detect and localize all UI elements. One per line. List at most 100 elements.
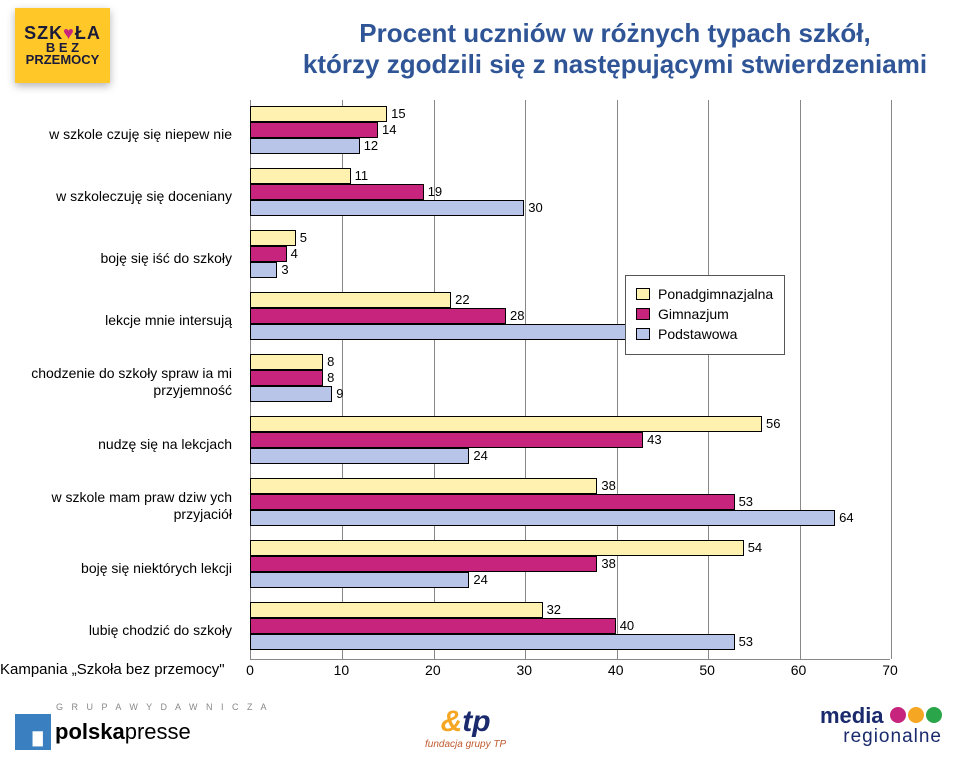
bar-value-label: 30 xyxy=(528,200,542,215)
legend-label: Ponadgimnazjalna xyxy=(658,286,773,302)
bar-group: lekcje mnie intersują222846 xyxy=(250,290,890,350)
logo-line3: PRZEMOCY xyxy=(26,54,100,66)
bar-value-label: 28 xyxy=(510,308,524,323)
tp-logo: &tp fundacja grupy TP xyxy=(425,705,506,750)
bar-value-label: 64 xyxy=(839,510,853,525)
tp-text: tp xyxy=(462,705,490,738)
category-label: w szkoleczuję się doceniany xyxy=(10,166,240,226)
dot-icon xyxy=(890,707,906,723)
bar-group: chodzenie do szkoły spraw ia mi przyjemn… xyxy=(250,352,890,412)
bar-value-label: 5 xyxy=(300,230,307,245)
legend-label: Podstawowa xyxy=(658,326,737,342)
bar xyxy=(250,386,332,402)
bar-value-label: 32 xyxy=(547,602,561,617)
polskapresse-icon: ▗ xyxy=(15,714,51,750)
bar xyxy=(250,572,469,588)
category-label: boję się iść do szkoły xyxy=(10,228,240,288)
bar-group: w szkole mam praw dziw ych przyjaciół385… xyxy=(250,476,890,536)
category-label: boję się niektórych lekcji xyxy=(10,538,240,598)
polskapresse-logo: ▗ polskapresse xyxy=(15,714,191,750)
gridline xyxy=(891,100,892,659)
bar xyxy=(250,292,451,308)
bar-value-label: 8 xyxy=(327,370,334,385)
bar xyxy=(250,122,378,138)
bar-value-label: 56 xyxy=(766,416,780,431)
bar-value-label: 53 xyxy=(739,634,753,649)
category-label: nudzę się na lekcjach xyxy=(10,414,240,474)
bar-value-label: 38 xyxy=(601,556,615,571)
legend-item: Podstawowa xyxy=(636,326,774,342)
bar-value-label: 38 xyxy=(601,478,615,493)
bar-value-label: 43 xyxy=(647,432,661,447)
bar xyxy=(250,540,744,556)
bar-value-label: 8 xyxy=(327,354,334,369)
bar xyxy=(250,354,323,370)
grupa-wydawnicza-label: G R U P A W Y D A W N I C Z A xyxy=(56,702,270,712)
bar xyxy=(250,478,597,494)
footer: Kampania „Szkoła bez przemocy" G R U P A… xyxy=(0,673,960,758)
bar xyxy=(250,324,671,340)
bar-value-label: 40 xyxy=(620,618,634,633)
legend: Ponadgimnazjalna Gimnazjum Podstawowa xyxy=(625,275,785,355)
bar-group: nudzę się na lekcjach564324 xyxy=(250,414,890,474)
bar-value-label: 4 xyxy=(291,246,298,261)
bar xyxy=(250,618,616,634)
chart-title: Procent uczniów w różnych typach szkół, … xyxy=(285,18,945,80)
dot-icon xyxy=(926,707,942,723)
tp-subtitle: fundacja grupy TP xyxy=(425,739,506,750)
bar xyxy=(250,510,835,526)
brand-light: presse xyxy=(125,719,191,744)
category-label: w szkole czuję się niepew nie xyxy=(10,104,240,164)
bar xyxy=(250,230,296,246)
bar-value-label: 19 xyxy=(428,184,442,199)
category-label: lubię chodzić do szkoły xyxy=(10,600,240,660)
title-line-1: Procent uczniów w różnych typach szkół, xyxy=(359,18,870,48)
category-label: chodzenie do szkoły spraw ia mi przyjemn… xyxy=(10,352,240,412)
bar xyxy=(250,262,277,278)
bar-chart: w szkole czuję się niepew nie 1514 12 w szk… xyxy=(0,100,960,670)
bar xyxy=(250,246,287,262)
bar-value-label: 24 xyxy=(473,572,487,587)
tp-main: &tp xyxy=(425,705,506,739)
bar xyxy=(250,184,424,200)
legend-swatch xyxy=(636,328,650,340)
polskapresse-text: polskapresse xyxy=(55,719,191,745)
brand-bold: polska xyxy=(55,719,125,744)
tp-ampersand-icon: & xyxy=(441,705,463,738)
bar xyxy=(250,634,735,650)
bar-group: lubię chodzić do szkoły324053 xyxy=(250,600,890,660)
bar-group: boję się niektórych lekcji543824 xyxy=(250,538,890,598)
bar-group: boję się iść do szkoły543 xyxy=(250,228,890,288)
bar xyxy=(250,138,360,154)
category-label: lekcje mnie intersują xyxy=(10,290,240,350)
bar-value-label: 54 xyxy=(748,540,762,555)
bar xyxy=(250,370,323,386)
legend-label: Gimnazjum xyxy=(658,306,729,322)
dot-icon xyxy=(908,707,924,723)
bar xyxy=(250,200,524,216)
mr-top-row: media xyxy=(820,705,942,727)
bar xyxy=(250,602,543,618)
bar-value-label: 15 xyxy=(391,106,405,121)
bar-value-label: 22 xyxy=(455,292,469,307)
bar xyxy=(250,556,597,572)
bar xyxy=(250,106,387,122)
bar-value-label: 9 xyxy=(336,386,343,401)
bar-value-label: 11 xyxy=(355,168,369,183)
legend-item: Gimnazjum xyxy=(636,306,774,322)
bar xyxy=(250,308,506,324)
bar xyxy=(250,416,762,432)
bar-value-label: 12 xyxy=(364,138,378,153)
bar xyxy=(250,494,735,510)
mr-regionalne: regionalne xyxy=(820,727,942,746)
bar-group: w szkoleczuję się doceniany111930 xyxy=(250,166,890,226)
legend-item: Ponadgimnazjalna xyxy=(636,286,774,302)
bar xyxy=(250,448,469,464)
bar-value-label: 14 xyxy=(382,122,396,137)
bar-value-label: 3 xyxy=(281,262,288,277)
bar xyxy=(250,432,643,448)
bar-value-label: 53 xyxy=(739,494,753,509)
legend-swatch xyxy=(636,288,650,300)
media-regionalne-logo: media regionalne xyxy=(820,705,942,746)
campaign-label: Kampania „Szkoła bez przemocy" xyxy=(0,661,225,678)
